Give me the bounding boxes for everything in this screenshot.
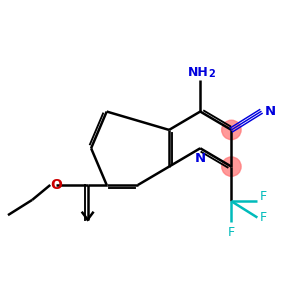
Circle shape [222, 120, 241, 140]
Text: N: N [195, 152, 206, 165]
Text: F: F [260, 211, 267, 224]
Text: F: F [260, 190, 267, 202]
Text: NH: NH [188, 66, 209, 79]
Text: O: O [50, 178, 62, 192]
Circle shape [222, 157, 241, 176]
Text: N: N [265, 105, 276, 118]
Text: F: F [228, 226, 235, 238]
Text: 2: 2 [208, 69, 215, 79]
